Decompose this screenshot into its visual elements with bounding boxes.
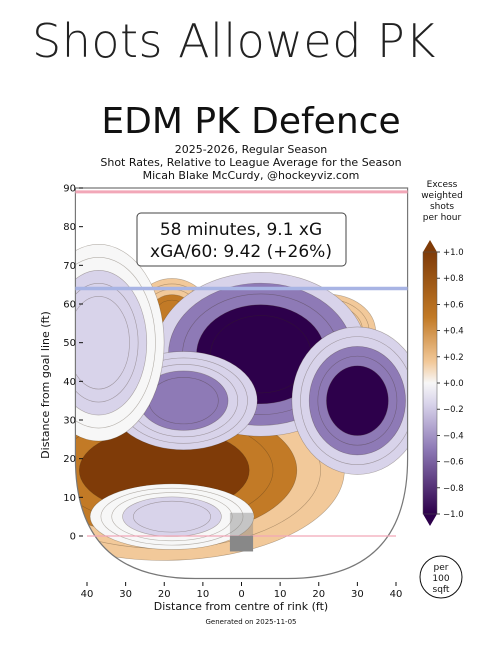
axes: 0 10 20 30 40 50 60 70 80 90 40 30 20 10 0 10 20 30 40: [63, 184, 402, 601]
colorbar-title-line-1: Excess: [427, 180, 458, 190]
goal-crease: [229, 512, 254, 536]
heat-region-right-circle-deficit: [291, 326, 408, 475]
colorbar-top-arrow: [423, 240, 437, 252]
x-tick-label: 40: [390, 589, 403, 600]
colorbar: Excess weighted shots per hour +1.0 +0.8 +…: [421, 180, 464, 526]
page-heading: Shots Allowed PK: [32, 14, 436, 68]
colorbar-tick-label: +0.8: [443, 274, 464, 284]
x-axis-label: Distance from centre of rink (ft): [154, 600, 328, 613]
chart-title: EDM PK Defence: [101, 101, 400, 142]
heat-ring: [326, 365, 389, 436]
y-tick-label: 10: [63, 493, 76, 504]
y-tick-label: 30: [63, 416, 76, 427]
y-axis-label: Distance from goal line (ft): [39, 311, 52, 459]
colorbar-title-line-4: per hour: [423, 213, 462, 223]
y-tick-label: 40: [63, 377, 76, 388]
unit-badge-line-3: sqft: [433, 585, 450, 595]
colorbar-title-line-3: shots: [430, 202, 454, 212]
colorbar-bottom-arrow: [423, 514, 437, 526]
heatmap-plot-area: [74, 187, 409, 580]
x-tick-label: 10: [197, 589, 210, 600]
chart-subtitle-line-3: Micah Blake McCurdy, @hockeyviz.com: [143, 169, 360, 182]
rink-boards: [74, 187, 409, 580]
footer-generated-date: Generated on 2025-11-05: [206, 618, 297, 626]
colorbar-tick-label: −0.2: [443, 405, 464, 415]
heatmap-contours: [75, 243, 408, 561]
goal-net: [229, 536, 254, 552]
colorbar-tick-label: −0.8: [443, 484, 464, 494]
colorbar-title-line-2: weighted: [421, 191, 463, 201]
heat-region-left-boards-deficit: [75, 243, 165, 442]
x-tick-label: 30: [351, 589, 364, 600]
summary-line-1: 58 minutes, 9.1 xG: [160, 220, 322, 240]
y-tick-label: 90: [63, 184, 76, 195]
x-tick-label: 20: [158, 589, 171, 600]
unit-badge-line-1: per: [434, 563, 449, 573]
colorbar-tick-label: −1.0: [443, 510, 464, 520]
colorbar-tick-label: −0.4: [443, 431, 464, 441]
x-tick-label: 30: [119, 589, 132, 600]
colorbar-tick-label: +0.4: [443, 327, 464, 337]
y-tick-label: 80: [63, 222, 76, 233]
colorbar-gradient: [422, 251, 438, 515]
x-tick-label: 0: [238, 589, 244, 600]
unit-badge-line-2: 100: [432, 574, 449, 584]
heat-region-crease-deficit: [89, 483, 255, 550]
heat-ring: [148, 377, 219, 425]
colorbar-tick-label: −0.6: [443, 458, 464, 468]
summary-line-2: xGA/60: 9.42 (+26%): [150, 242, 332, 262]
chart-subtitle-line-2: Shot Rates, Relative to League Average f…: [100, 156, 401, 169]
x-tick-label: 10: [274, 589, 287, 600]
chart-subtitle-line-1: 2025-2026, Regular Season: [175, 143, 328, 156]
x-tick-label: 40: [81, 589, 94, 600]
y-tick-label: 50: [63, 338, 76, 349]
colorbar-tick-label: +0.0: [443, 379, 464, 389]
y-tick-label: 60: [63, 300, 76, 311]
heat-ring: [133, 500, 211, 533]
colorbar-tick-label: +0.2: [443, 353, 464, 363]
summary-box: 58 minutes, 9.1 xG xGA/60: 9.42 (+26%): [136, 212, 347, 267]
x-tick-label: 20: [312, 589, 325, 600]
colorbar-tick-label: +1.0: [443, 248, 464, 258]
colorbar-tick-label: +0.6: [443, 300, 464, 310]
y-tick-label: 20: [63, 454, 76, 465]
heat-ring: [75, 295, 130, 390]
unit-badge: per 100 sqft: [419, 555, 463, 599]
y-tick-label: 70: [63, 261, 76, 272]
y-tick-label: 0: [70, 532, 76, 543]
